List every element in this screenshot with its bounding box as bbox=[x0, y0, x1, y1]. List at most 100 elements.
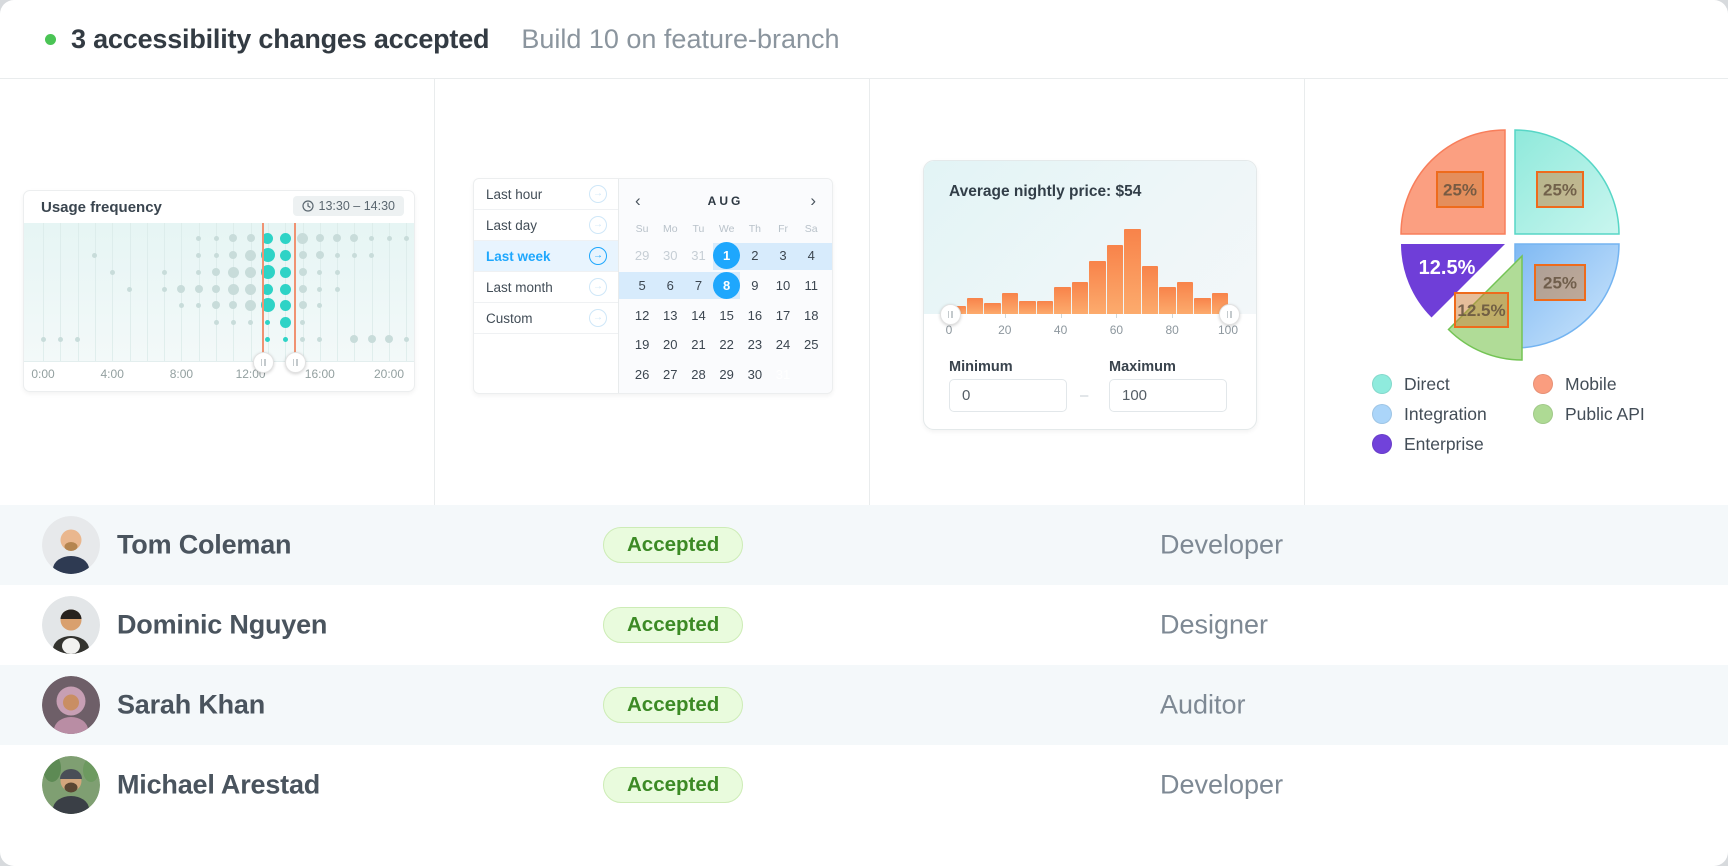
date-cell-selected[interactable]: 1 bbox=[713, 242, 741, 270]
range-slider-handle[interactable] bbox=[252, 352, 274, 373]
usage-dot bbox=[282, 336, 288, 342]
date-cell[interactable]: 27 bbox=[663, 367, 678, 383]
usage-dot bbox=[298, 251, 307, 259]
annotation-box bbox=[1436, 171, 1484, 208]
date-cell[interactable]: 30 bbox=[663, 248, 678, 264]
axis-tick bbox=[1060, 314, 1062, 318]
histogram-bar bbox=[1089, 260, 1106, 314]
preset-custom[interactable]: Custom → bbox=[474, 303, 618, 334]
date-cell[interactable]: 14 bbox=[691, 307, 706, 323]
date-cell[interactable]: 31 bbox=[691, 248, 706, 264]
axis-tick-label: 60 bbox=[1109, 323, 1124, 337]
calendar-next-button[interactable]: › bbox=[810, 191, 816, 210]
axis-tick-label: 20 bbox=[998, 323, 1012, 337]
price-chart-area: Average nightly price: $54 bbox=[924, 161, 1256, 325]
calendar-grid: 29 30 31 1 2 3 4 5 6 7 8 9 10 11 12 13 14 15 16 17 18 19 20 21 2… bbox=[619, 241, 832, 389]
maximum-input[interactable] bbox=[1109, 379, 1227, 412]
date-cell[interactable]: 5 bbox=[638, 278, 646, 294]
date-cell[interactable]: 31 bbox=[775, 367, 791, 383]
date-cell[interactable]: 28 bbox=[691, 367, 706, 383]
calendar-prev-button[interactable]: ‹ bbox=[635, 191, 641, 210]
date-cell[interactable]: 29 bbox=[634, 248, 650, 264]
date-cell[interactable]: 4 bbox=[807, 248, 815, 264]
date-cell[interactable]: 2 bbox=[751, 248, 759, 264]
usage-dot bbox=[262, 232, 274, 244]
axis-tick bbox=[1172, 314, 1174, 318]
axis-tick-label: 16:00 bbox=[304, 367, 335, 381]
minimum-input[interactable] bbox=[949, 379, 1067, 412]
date-cell[interactable]: 11 bbox=[804, 278, 818, 294]
usage-dot bbox=[279, 249, 291, 261]
usage-dot bbox=[109, 269, 115, 275]
date-cell[interactable]: 18 bbox=[803, 307, 819, 323]
usage-dot bbox=[385, 335, 393, 343]
panel-usage bbox=[0, 79, 435, 505]
date-cell[interactable]: 15 bbox=[719, 307, 734, 323]
gridline bbox=[371, 223, 373, 361]
calendar-week-row: 29 30 31 1 2 3 4 bbox=[619, 241, 832, 271]
axis-tick-label: 4:00 bbox=[100, 367, 124, 381]
status-dot-icon bbox=[45, 33, 56, 45]
date-cell[interactable]: 19 bbox=[634, 337, 650, 353]
preset-last-day[interactable]: Last day → bbox=[474, 210, 618, 241]
date-cell[interactable]: 13 bbox=[663, 307, 678, 323]
date-cell[interactable]: 6 bbox=[666, 278, 674, 294]
date-cell[interactable]: 29 bbox=[719, 367, 734, 383]
weekday-label: Th bbox=[748, 223, 761, 235]
usage-dot bbox=[161, 269, 167, 275]
usage-dot bbox=[229, 301, 238, 309]
usage-dot bbox=[403, 336, 409, 342]
date-cell[interactable]: 3 bbox=[779, 248, 787, 264]
table-row[interactable]: Michael Arestad Accepted Developer bbox=[0, 745, 1728, 825]
usage-dot bbox=[279, 316, 291, 328]
date-cell[interactable]: 20 bbox=[663, 337, 678, 353]
preset-label: Last week bbox=[486, 248, 551, 264]
date-cell[interactable]: 22 bbox=[719, 337, 734, 353]
table-row[interactable]: Dominic Nguyen Accepted Designer bbox=[0, 585, 1728, 665]
time-range-label: 13:30 – 14:30 bbox=[318, 199, 395, 213]
table-row[interactable]: Tom Coleman Accepted Developer bbox=[0, 505, 1728, 585]
person-name: Michael Arestad bbox=[117, 769, 321, 800]
price-title: Average nightly price: $54 bbox=[949, 183, 1142, 200]
date-cell[interactable]: 10 bbox=[775, 278, 791, 294]
date-cell[interactable]: 16 bbox=[747, 307, 763, 323]
usage-dot bbox=[245, 283, 257, 295]
usage-dot bbox=[245, 299, 257, 311]
usage-x-axis: 0:00 4:00 8:00 12:00 16:00 20:00 bbox=[24, 367, 414, 383]
preset-last-month[interactable]: Last month → bbox=[474, 272, 618, 303]
date-cell[interactable]: 7 bbox=[694, 278, 703, 294]
usage-dot bbox=[40, 336, 46, 342]
date-cell[interactable]: 17 bbox=[775, 307, 791, 323]
person-role: Developer bbox=[1160, 769, 1284, 800]
date-cell[interactable]: 9 bbox=[751, 278, 759, 294]
price-slider-handle[interactable] bbox=[939, 304, 961, 325]
date-cell[interactable]: 12 bbox=[634, 307, 650, 323]
preset-last-hour[interactable]: Last hour → bbox=[474, 179, 618, 210]
price-slider-handle[interactable] bbox=[1218, 304, 1240, 325]
usage-dot bbox=[300, 319, 305, 325]
avatar bbox=[42, 596, 100, 654]
widgets-row: Usage frequency 13:30 – 14:30 0:00 4:00 8:… bbox=[0, 79, 1728, 505]
date-cell[interactable]: 26 bbox=[634, 367, 650, 383]
axis-tick-label: 20:00 bbox=[373, 367, 405, 381]
date-cell[interactable]: 25 bbox=[803, 337, 819, 353]
date-cell[interactable]: 23 bbox=[747, 337, 763, 353]
date-cell[interactable]: 30 bbox=[747, 367, 763, 383]
axis-tick-label: 8:00 bbox=[169, 367, 194, 381]
annotation-box bbox=[1536, 171, 1584, 208]
preset-last-week[interactable]: Last week → bbox=[474, 241, 618, 272]
date-cell-selected[interactable]: 8 bbox=[713, 272, 741, 300]
person-name: Sarah Khan bbox=[117, 689, 266, 720]
date-cell[interactable]: 24 bbox=[775, 337, 791, 353]
range-slider-handle[interactable] bbox=[284, 352, 306, 373]
date-cell[interactable]: 21 bbox=[691, 337, 706, 353]
preset-label: Last hour bbox=[486, 186, 543, 202]
usage-dot bbox=[317, 269, 323, 275]
table-row[interactable]: Sarah Khan Accepted Auditor bbox=[0, 665, 1728, 745]
pie-slice-percent-label: 25% bbox=[1543, 274, 1577, 293]
status-header: 3 accessibility changes accepted Build 1… bbox=[0, 0, 1728, 79]
preset-label: Last day bbox=[486, 217, 538, 233]
price-x-axis: 0 20 40 60 80 100 bbox=[924, 323, 1256, 339]
status-badge: Accepted bbox=[603, 607, 744, 643]
